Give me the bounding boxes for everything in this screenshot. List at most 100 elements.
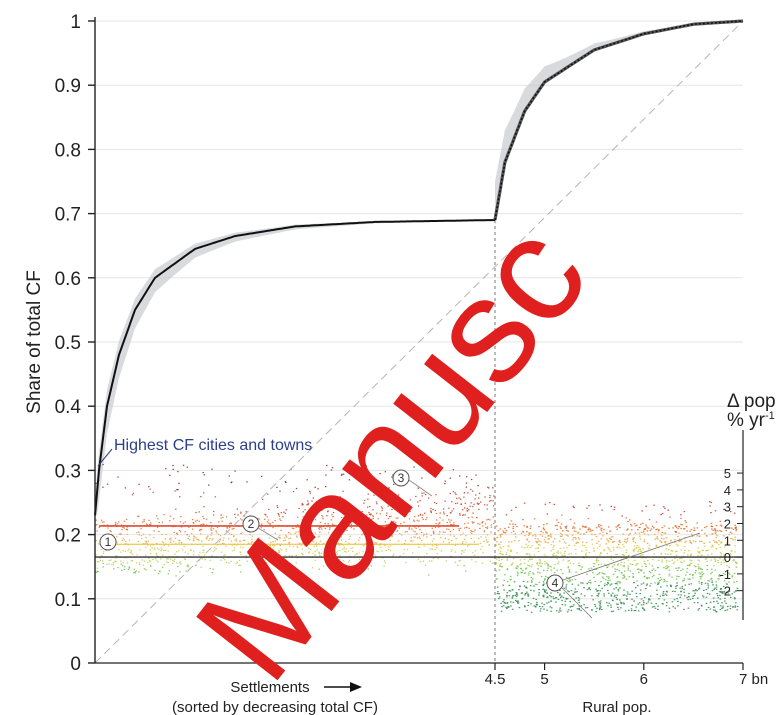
scatter-point — [513, 581, 516, 583]
scatter-point — [495, 544, 498, 546]
scatter-point — [167, 573, 170, 575]
scatter-point — [108, 563, 110, 565]
scatter-point — [655, 521, 658, 523]
scatter-point — [530, 589, 532, 591]
delta-pop-unit: % yr-1 — [727, 410, 775, 431]
scatter-point — [239, 541, 241, 543]
scatter-point — [542, 588, 544, 590]
scatter-point — [595, 588, 597, 590]
scatter-point — [216, 532, 218, 534]
scatter-point — [607, 565, 610, 567]
scatter-point — [379, 527, 382, 529]
scatter-point — [123, 520, 126, 522]
scatter-point — [514, 594, 516, 596]
scatter-point — [655, 529, 657, 531]
scatter-point — [668, 560, 671, 562]
scatter-point — [356, 553, 358, 555]
scatter-point — [371, 518, 373, 520]
scatter-point — [251, 538, 253, 540]
scatter-point — [732, 560, 734, 562]
scatter-point — [526, 531, 528, 533]
scatter-point — [542, 528, 545, 530]
scatter-point — [731, 593, 733, 595]
scatter-point — [403, 502, 405, 504]
diagonal-reference-line — [94, 20, 744, 664]
scatter-point — [533, 518, 536, 520]
scatter-point — [714, 560, 717, 562]
scatter-point — [543, 539, 546, 541]
scatter-point — [319, 554, 321, 557]
scatter-point — [456, 497, 458, 499]
scatter-point — [210, 522, 212, 524]
scatter-point — [674, 557, 676, 559]
scatter-point — [665, 568, 667, 570]
scatter-point — [452, 524, 454, 526]
scatter-point — [225, 561, 228, 564]
scatter-point — [614, 568, 616, 570]
scatter-point — [220, 559, 222, 561]
scatter-point — [295, 531, 297, 533]
scatter-point — [678, 575, 680, 578]
scatter-point — [336, 553, 338, 555]
scatter-point — [709, 608, 712, 610]
scatter-point — [556, 558, 558, 560]
scatter-point — [368, 527, 370, 529]
scatter-point — [390, 494, 392, 497]
scatter-point — [161, 521, 164, 523]
scatter-point — [97, 543, 100, 545]
scatter-point — [177, 550, 180, 552]
scatter-point — [650, 528, 653, 530]
scatter-point — [421, 517, 423, 519]
scatter-point — [668, 611, 671, 613]
scatter-point — [510, 578, 512, 580]
scatter-point — [353, 528, 355, 530]
scatter-point — [502, 553, 504, 555]
scatter-point — [115, 523, 117, 525]
scatter-point — [453, 522, 455, 524]
scatter-point — [735, 527, 737, 529]
scatter-point — [296, 545, 298, 547]
scatter-point — [619, 587, 621, 589]
scatter-point — [550, 566, 552, 568]
scatter-point — [734, 526, 737, 529]
scatter-point — [578, 609, 581, 611]
scatter-point — [490, 531, 492, 533]
scatter-point — [543, 583, 545, 585]
scatter-point — [674, 550, 677, 552]
scatter-point — [643, 572, 645, 574]
scatter-point — [184, 558, 187, 561]
scatter-point — [123, 539, 125, 541]
scatter-point — [257, 539, 260, 541]
scatter-point — [200, 566, 202, 568]
scatter-point — [643, 608, 645, 610]
scatter-point — [734, 605, 737, 607]
scatter-point — [417, 487, 419, 489]
scatter-point — [698, 587, 701, 589]
scatter-point — [574, 536, 576, 539]
scatter-point — [418, 520, 420, 522]
scatter-point — [572, 539, 574, 541]
scatter-point — [729, 608, 732, 610]
scatter-point — [543, 529, 546, 531]
scatter-point — [521, 597, 524, 599]
scatter-point — [583, 604, 585, 606]
scatter-point — [188, 535, 190, 537]
scatter-point — [231, 528, 234, 530]
scatter-point — [548, 535, 550, 537]
scatter-point — [347, 561, 350, 563]
scatter-point — [404, 513, 406, 515]
scatter-point — [300, 528, 303, 530]
scatter-point — [626, 537, 629, 539]
scatter-point — [536, 601, 538, 603]
scatter-point — [436, 552, 438, 555]
uncertainty-band-rural — [495, 21, 743, 226]
scatter-point — [288, 545, 291, 547]
scatter-point — [397, 510, 399, 512]
scatter-point — [623, 577, 626, 579]
scatter-point — [697, 568, 700, 570]
scatter-point — [691, 574, 694, 577]
scatter-point — [634, 548, 636, 550]
scatter-point — [706, 592, 709, 595]
scatter-point — [676, 582, 678, 584]
